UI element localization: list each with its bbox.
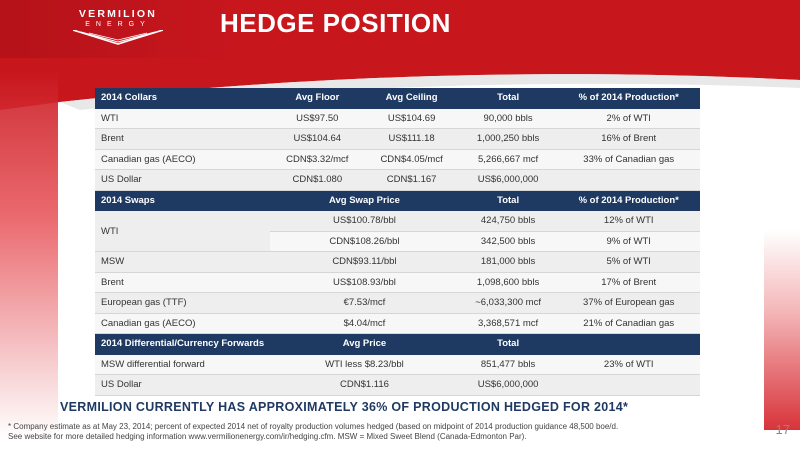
hedge-table: 2014 Collars Avg Floor Avg Ceiling Total…: [95, 88, 700, 396]
table-row: CDN$108.26/bbl 342,500 bbls 9% of WTI: [95, 231, 700, 252]
table-row: WTI US$100.78/bbl 424,750 bbls 12% of WT…: [95, 210, 700, 252]
table-cell: 851,477 bbls: [458, 354, 558, 375]
table-cell: US$6,000,000: [458, 169, 558, 191]
collars-header-row: 2014 Collars Avg Floor Avg Ceiling Total…: [95, 88, 700, 109]
table-cell: CDN$1.167: [364, 169, 459, 191]
table-cell: CDN$4.05/mcf: [364, 149, 459, 170]
column-header: 2014 Collars: [95, 88, 271, 109]
table-row: Brent US$104.64 US$111.18 1,000,250 bbls…: [95, 128, 700, 150]
table-row: European gas (TTF) €7.53/mcf ~6,033,300 …: [95, 292, 700, 314]
table-row: Canadian gas (AECO) CDN$3.32/mcf CDN$4.0…: [95, 149, 700, 170]
column-header: 2014 Swaps: [95, 190, 271, 211]
table-cell: CDN$1.080: [270, 169, 365, 191]
table-cell: US$104.69: [364, 108, 459, 129]
table-cell: 17% of Brent: [557, 272, 700, 293]
table-cell: 5% of WTI: [557, 251, 700, 273]
left-decorative-stripe: [0, 70, 58, 440]
table-cell: [557, 169, 700, 191]
vermilion-logo: VERMILION ENERGY: [38, 6, 198, 50]
logo-chevron-icon: [73, 30, 163, 45]
table-cell: 2% of WTI: [557, 108, 700, 129]
table-cell: 9% of WTI: [557, 231, 700, 252]
right-decorative-stripe: [764, 230, 800, 430]
table-cell: Brent: [95, 272, 271, 293]
column-header: Total: [458, 88, 558, 109]
table-cell: US$6,000,000: [458, 374, 558, 396]
table-cell: CDN$108.26/bbl: [270, 231, 459, 252]
column-header: Avg Ceiling: [364, 88, 459, 109]
table-cell: 1,000,250 bbls: [458, 128, 558, 150]
table-row: WTI US$97.50 US$104.69 90,000 bbls 2% of…: [95, 108, 700, 129]
column-header: % of 2014 Production*: [557, 88, 700, 109]
table-cell: US Dollar: [95, 169, 271, 191]
table-cell: US Dollar: [95, 374, 271, 396]
table-cell: 424,750 bbls: [458, 210, 558, 232]
table-cell: CDN$1.116: [270, 374, 459, 396]
table-cell: US$111.18: [364, 128, 459, 150]
swaps-header-row: 2014 Swaps Avg Swap Price Total % of 201…: [95, 190, 700, 211]
table-cell: 16% of Brent: [557, 128, 700, 150]
table-cell: US$100.78/bbl: [270, 210, 459, 232]
table-cell: MSW: [95, 251, 271, 273]
table-cell: US$97.50: [270, 108, 365, 129]
table-row: Canadian gas (AECO) $4.04/mcf 3,368,571 …: [95, 313, 700, 334]
footnote: * Company estimate as at May 23, 2014; p…: [8, 422, 748, 442]
table-cell: €7.53/mcf: [270, 292, 459, 314]
table-cell: 37% of European gas: [557, 292, 700, 314]
table-row: Brent US$108.93/bbl 1,098,600 bbls 17% o…: [95, 272, 700, 293]
column-header: % of 2014 Production*: [557, 190, 700, 211]
table-cell: 181,000 bbls: [458, 251, 558, 273]
table-cell: European gas (TTF): [95, 292, 271, 314]
table-cell: WTI: [95, 210, 271, 252]
table-cell: 3,368,571 mcf: [458, 313, 558, 334]
table-cell: 342,500 bbls: [458, 231, 558, 252]
table-cell: Canadian gas (AECO): [95, 313, 271, 334]
column-header: Total: [458, 190, 558, 211]
summary-headline: VERMILION CURRENTLY HAS APPROXIMATELY 36…: [60, 400, 629, 414]
table-cell: 1,098,600 bbls: [458, 272, 558, 293]
column-header: Total: [458, 333, 558, 355]
column-header: Avg Floor: [270, 88, 365, 109]
column-header: 2014 Differential/Currency Forwards: [95, 333, 271, 355]
logo-wordmark: VERMILION: [78, 8, 158, 20]
logo-subtitle: ENERGY: [85, 21, 151, 28]
table-cell: MSW differential forward: [95, 354, 271, 375]
page-title: HEDGE POSITION: [220, 8, 451, 38]
table-cell: US$104.64: [270, 128, 365, 150]
column-header: Avg Price: [270, 333, 459, 355]
table-row: US Dollar CDN$1.080 CDN$1.167 US$6,000,0…: [95, 169, 700, 191]
table-cell: $4.04/mcf: [270, 313, 459, 334]
table-row: MSW differential forward WTI less $8.23/…: [95, 354, 700, 375]
table-cell: 21% of Canadian gas: [557, 313, 700, 334]
table-row: US Dollar CDN$1.116 US$6,000,000: [95, 374, 700, 396]
table-cell: 90,000 bbls: [458, 108, 558, 129]
table-cell: CDN$93.11/bbl: [270, 251, 459, 273]
table-cell: Brent: [95, 128, 271, 150]
page-number: 17: [775, 422, 790, 437]
decorative-swoosh: [0, 58, 800, 110]
table-row: MSW CDN$93.11/bbl 181,000 bbls 5% of WTI: [95, 251, 700, 273]
table-cell: CDN$3.32/mcf: [270, 149, 365, 170]
table-cell: 5,266,667 mcf: [458, 149, 558, 170]
table-cell: WTI less $8.23/bbl: [270, 354, 459, 375]
footnote-line: * Company estimate as at May 23, 2014; p…: [8, 422, 619, 431]
table-cell: WTI: [95, 108, 271, 129]
column-header: [557, 333, 700, 355]
forwards-header-row: 2014 Differential/Currency Forwards Avg …: [95, 333, 700, 355]
table-cell: US$108.93/bbl: [270, 272, 459, 293]
footnote-line: See website for more detailed hedging in…: [8, 432, 527, 441]
table-cell: [557, 374, 700, 396]
table-cell: ~6,033,300 mcf: [458, 292, 558, 314]
header-shade: [0, 0, 240, 58]
table-cell: Canadian gas (AECO): [95, 149, 271, 170]
table-cell: 23% of WTI: [557, 354, 700, 375]
table-cell: 33% of Canadian gas: [557, 149, 700, 170]
table-cell: 12% of WTI: [557, 210, 700, 232]
column-header: Avg Swap Price: [270, 190, 459, 211]
